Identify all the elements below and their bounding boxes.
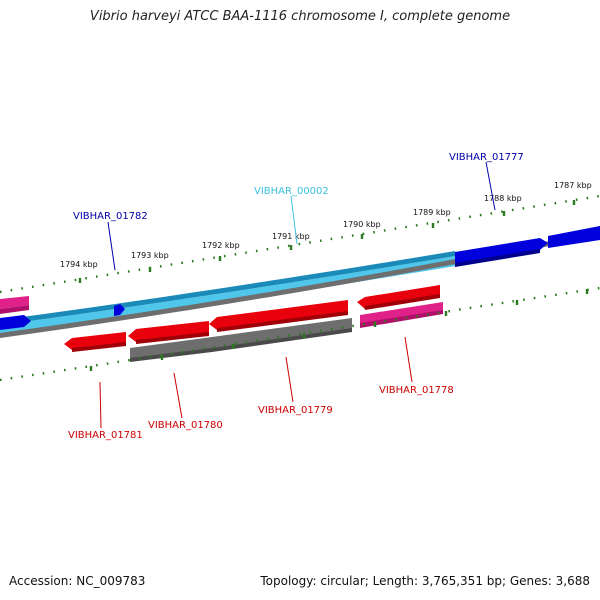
pseudo-feature-left[interactable] bbox=[0, 296, 29, 314]
topology-text: Topology: circular; Length: 3,765,351 bp… bbox=[260, 574, 590, 588]
label-leaders bbox=[99, 161, 496, 429]
reverse-cds-red[interactable] bbox=[64, 285, 440, 352]
lower-tick-row bbox=[0, 286, 600, 382]
gene-label-vibhar-01780[interactable]: VIBHAR_01780 bbox=[148, 420, 223, 431]
accession-text: Accession: NC_009783 bbox=[9, 574, 146, 588]
gene-label-vibhar-01781[interactable]: VIBHAR_01781 bbox=[68, 430, 143, 441]
sequence-backbone bbox=[0, 231, 600, 338]
gene-label-vibhar-01779[interactable]: VIBHAR_01779 bbox=[258, 405, 333, 416]
tick-label-1792: 1792 kbp bbox=[202, 241, 240, 250]
map-title: Vibrio harveyi ATCC BAA-1116 chromosome … bbox=[89, 9, 511, 24]
tick-label-1791: 1791 kbp bbox=[272, 232, 310, 241]
major-ticks-lower bbox=[89, 289, 589, 371]
tick-label-1793: 1793 kbp bbox=[131, 251, 169, 260]
upper-tick-row bbox=[0, 194, 600, 294]
gene-label-vibhar-00002[interactable]: VIBHAR_00002 bbox=[254, 186, 329, 197]
tick-label-1787: 1787 kbp bbox=[554, 181, 592, 190]
tick-label-1788: 1788 kbp bbox=[484, 194, 522, 203]
gene-label-vibhar-01778[interactable]: VIBHAR_01778 bbox=[379, 385, 454, 396]
major-ticks-upper bbox=[78, 200, 576, 283]
tick-label-1790: 1790 kbp bbox=[343, 220, 381, 229]
forward-cds-blue[interactable] bbox=[0, 226, 600, 330]
gene-label-vibhar-01777[interactable]: VIBHAR_01777 bbox=[449, 152, 524, 163]
tick-label-1794: 1794 kbp bbox=[60, 260, 98, 269]
reverse-pseudo-pink[interactable] bbox=[360, 302, 443, 328]
gene-label-vibhar-01782[interactable]: VIBHAR_01782 bbox=[73, 211, 148, 222]
tick-label-1789: 1789 kbp bbox=[413, 208, 451, 217]
